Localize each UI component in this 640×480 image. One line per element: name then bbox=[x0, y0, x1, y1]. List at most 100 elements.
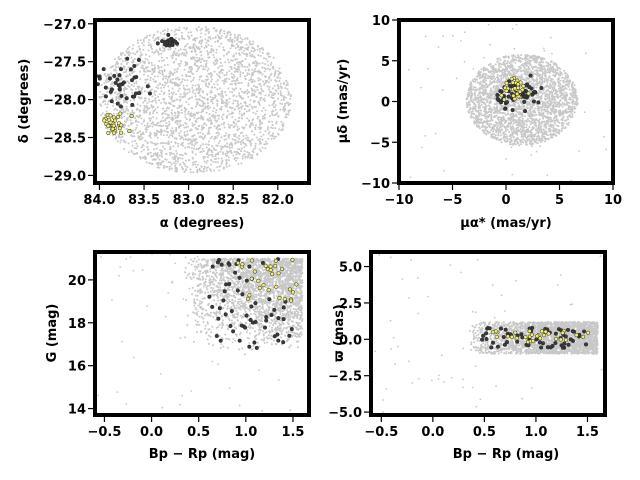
sky-background-star bbox=[238, 48, 241, 51]
sky-background-star bbox=[282, 122, 285, 125]
pm-background-star bbox=[488, 105, 491, 108]
sky-background-star bbox=[225, 165, 228, 168]
sky-background-star bbox=[222, 152, 225, 155]
pm-background-star bbox=[475, 75, 478, 78]
sky-background-star bbox=[151, 100, 153, 103]
sky-background-star bbox=[173, 71, 176, 74]
sky-background-star bbox=[287, 93, 290, 96]
sky-xtick-label: 82.5 bbox=[217, 193, 249, 208]
sky-background-star bbox=[253, 92, 255, 95]
sky-dark-member bbox=[137, 91, 142, 96]
sky-background-star bbox=[197, 132, 200, 135]
sky-background-star bbox=[161, 59, 164, 62]
sky-background-star bbox=[162, 124, 165, 127]
sky-background-star bbox=[261, 122, 264, 125]
sky-background-star bbox=[194, 39, 197, 42]
pm-background-star bbox=[533, 57, 536, 60]
sky-background-star bbox=[218, 114, 221, 117]
sky-background-star bbox=[262, 115, 265, 118]
sky-background-star bbox=[177, 78, 180, 81]
sky-background-star bbox=[274, 79, 277, 82]
sky-background-star bbox=[236, 125, 239, 128]
sky-background-star bbox=[195, 166, 198, 169]
sky-background-star bbox=[274, 104, 277, 107]
sky-background-star bbox=[166, 131, 169, 134]
pm-background-star bbox=[499, 138, 502, 141]
sky-background-star bbox=[156, 153, 159, 156]
sky-background-star bbox=[247, 154, 250, 156]
sky-background-star bbox=[250, 105, 253, 108]
pm-background-star bbox=[520, 143, 522, 146]
sky-background-star bbox=[207, 107, 210, 110]
pm-background-star bbox=[498, 81, 501, 84]
sky-background-star bbox=[155, 90, 158, 93]
sky-background-star bbox=[169, 101, 172, 104]
sky-background-star bbox=[200, 45, 203, 48]
sky-background-star bbox=[172, 117, 175, 120]
sky-background-star bbox=[212, 98, 215, 101]
sky-background-star bbox=[216, 39, 219, 42]
sky-background-star bbox=[149, 133, 152, 136]
sky-background-star bbox=[125, 107, 128, 110]
pm-background-star bbox=[506, 65, 509, 68]
sky-background-star bbox=[264, 109, 267, 112]
sky-background-star bbox=[225, 73, 228, 76]
sky-background-star bbox=[233, 108, 236, 111]
pm-background-star bbox=[508, 74, 511, 77]
pm-background-star bbox=[511, 115, 513, 117]
sky-background-star bbox=[242, 127, 245, 130]
pm-background-star bbox=[519, 128, 522, 130]
pm-background-star bbox=[552, 66, 555, 69]
sky-background-star bbox=[277, 115, 280, 118]
sky-background-star bbox=[160, 102, 163, 104]
sky-background-star bbox=[170, 81, 173, 84]
pm-background-star bbox=[495, 126, 498, 129]
sky-background-star bbox=[257, 126, 260, 129]
sky-background-star bbox=[163, 37, 166, 40]
sky-background-star bbox=[166, 113, 169, 116]
sky-background-star bbox=[211, 102, 214, 105]
sky-background-star bbox=[160, 133, 162, 136]
sky-background-star bbox=[268, 104, 271, 107]
sky-background-star bbox=[240, 46, 243, 49]
sky-background-star bbox=[286, 101, 289, 104]
sky-background-star bbox=[105, 75, 108, 78]
sky-background-star bbox=[180, 53, 183, 56]
sky-background-star bbox=[252, 61, 255, 64]
sky-background-star bbox=[148, 107, 151, 109]
sky-background-star bbox=[250, 94, 253, 97]
sky-background-star bbox=[183, 170, 186, 173]
pm-background-star bbox=[540, 66, 543, 69]
sky-background-star bbox=[174, 52, 176, 55]
sky-background-star bbox=[203, 126, 206, 129]
sky-background-star bbox=[204, 134, 207, 137]
sky-background-star bbox=[214, 153, 217, 156]
sky-background-star bbox=[155, 37, 158, 40]
sky-background-star bbox=[257, 138, 260, 141]
sky-background-star bbox=[257, 77, 260, 80]
sky-background-star bbox=[157, 36, 160, 39]
sky-background-star bbox=[213, 125, 216, 128]
sky-dark-member bbox=[103, 85, 108, 90]
pm-background-star bbox=[487, 132, 489, 134]
panel-sky-positions: 84.0 83.5 83.0 82.5 82.0−27.0−27.5−28.0−28.5… bbox=[17, 18, 311, 231]
sky-background-star bbox=[194, 95, 197, 98]
sky-background-star bbox=[235, 43, 238, 46]
sky-background-star bbox=[166, 165, 169, 168]
sky-background-star bbox=[258, 138, 261, 140]
sky-background-star bbox=[270, 126, 273, 129]
sky-background-star bbox=[200, 99, 203, 102]
pm-background-star bbox=[494, 134, 497, 137]
sky-background-star bbox=[240, 63, 243, 66]
sky-background-star bbox=[174, 77, 177, 80]
sky-background-star bbox=[266, 85, 269, 88]
sky-background-star bbox=[262, 98, 265, 101]
sky-background-star bbox=[151, 48, 154, 50]
sky-background-star bbox=[259, 150, 262, 152]
sky-background-star bbox=[162, 134, 165, 137]
sky-background-star bbox=[197, 84, 200, 87]
sky-background-star bbox=[275, 90, 278, 92]
sky-background-star bbox=[223, 74, 226, 77]
sky-background-star bbox=[279, 92, 282, 95]
sky-background-star bbox=[192, 76, 195, 79]
